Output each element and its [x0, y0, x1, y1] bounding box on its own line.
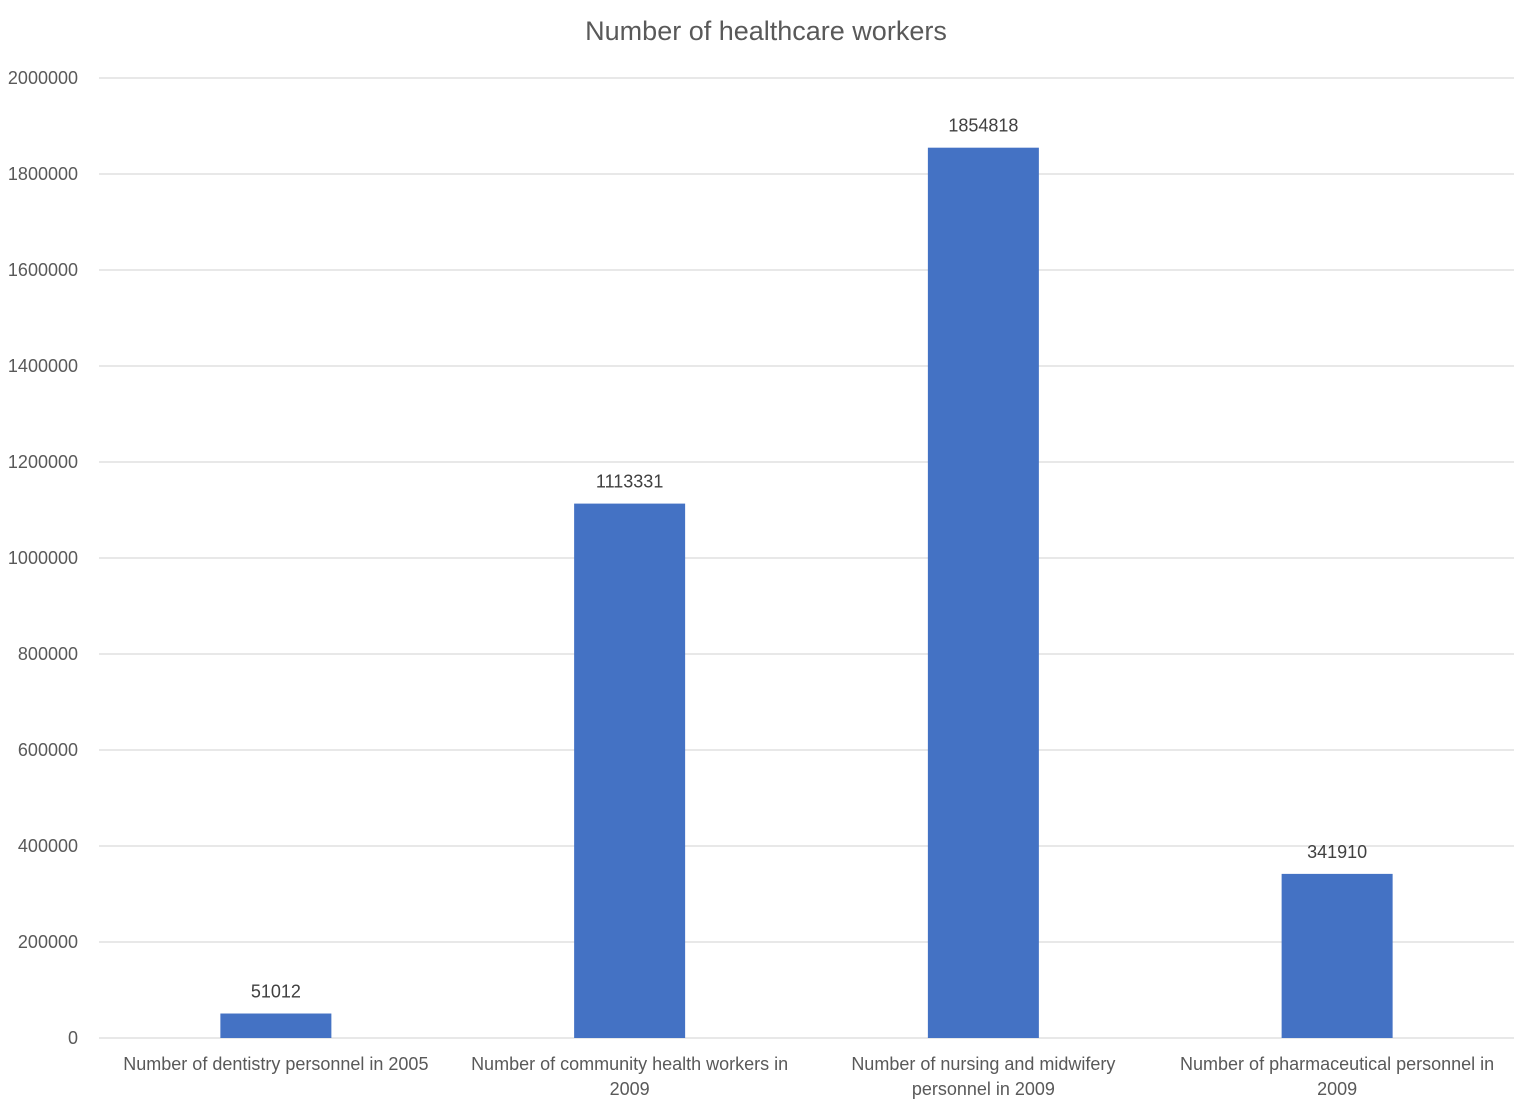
category-label: Number of nursing and midwifery personnel…: [851, 1054, 1115, 1099]
data-label: 341910: [1307, 842, 1367, 862]
y-tick-label: 400000: [18, 836, 78, 856]
data-label: 51012: [251, 982, 301, 1002]
y-tick-label: 1800000: [8, 164, 78, 184]
bars: [220, 147, 1393, 1039]
category-label: Number of pharmaceutical personnel in 200…: [1180, 1054, 1494, 1099]
y-tick-label: 0: [68, 1028, 78, 1048]
category-label: Number of community health workers in 200…: [471, 1054, 788, 1099]
category-label: Number of dentistry personnel in 2005: [123, 1054, 428, 1074]
y-tick-label: 800000: [18, 644, 78, 664]
bar: [1281, 873, 1393, 1038]
data-label: 1113331: [596, 472, 663, 492]
y-tick-label: 1200000: [8, 452, 78, 472]
y-tick-label: 200000: [18, 932, 78, 952]
y-tick-label: 1600000: [8, 260, 78, 280]
gridlines: [99, 77, 1514, 1039]
y-tick-label: 1000000: [8, 548, 78, 568]
y-tick-label: 1400000: [8, 356, 78, 376]
y-tick-label: 2000000: [8, 68, 78, 88]
x-axis-category-labels: Number of dentistry personnel in 2005 Num…: [123, 1054, 1494, 1099]
data-label: 1854818: [948, 116, 1018, 136]
bar: [927, 147, 1039, 1038]
data-labels: 51012 1113331 1854818 341910: [251, 116, 1367, 1002]
bar: [574, 503, 686, 1039]
y-tick-label: 600000: [18, 740, 78, 760]
bar: [220, 1013, 332, 1038]
chart-title: Number of healthcare workers: [585, 16, 947, 46]
y-axis-tick-labels: 0 200000 400000 600000 800000 1000000 1200000 1…: [8, 68, 78, 1048]
